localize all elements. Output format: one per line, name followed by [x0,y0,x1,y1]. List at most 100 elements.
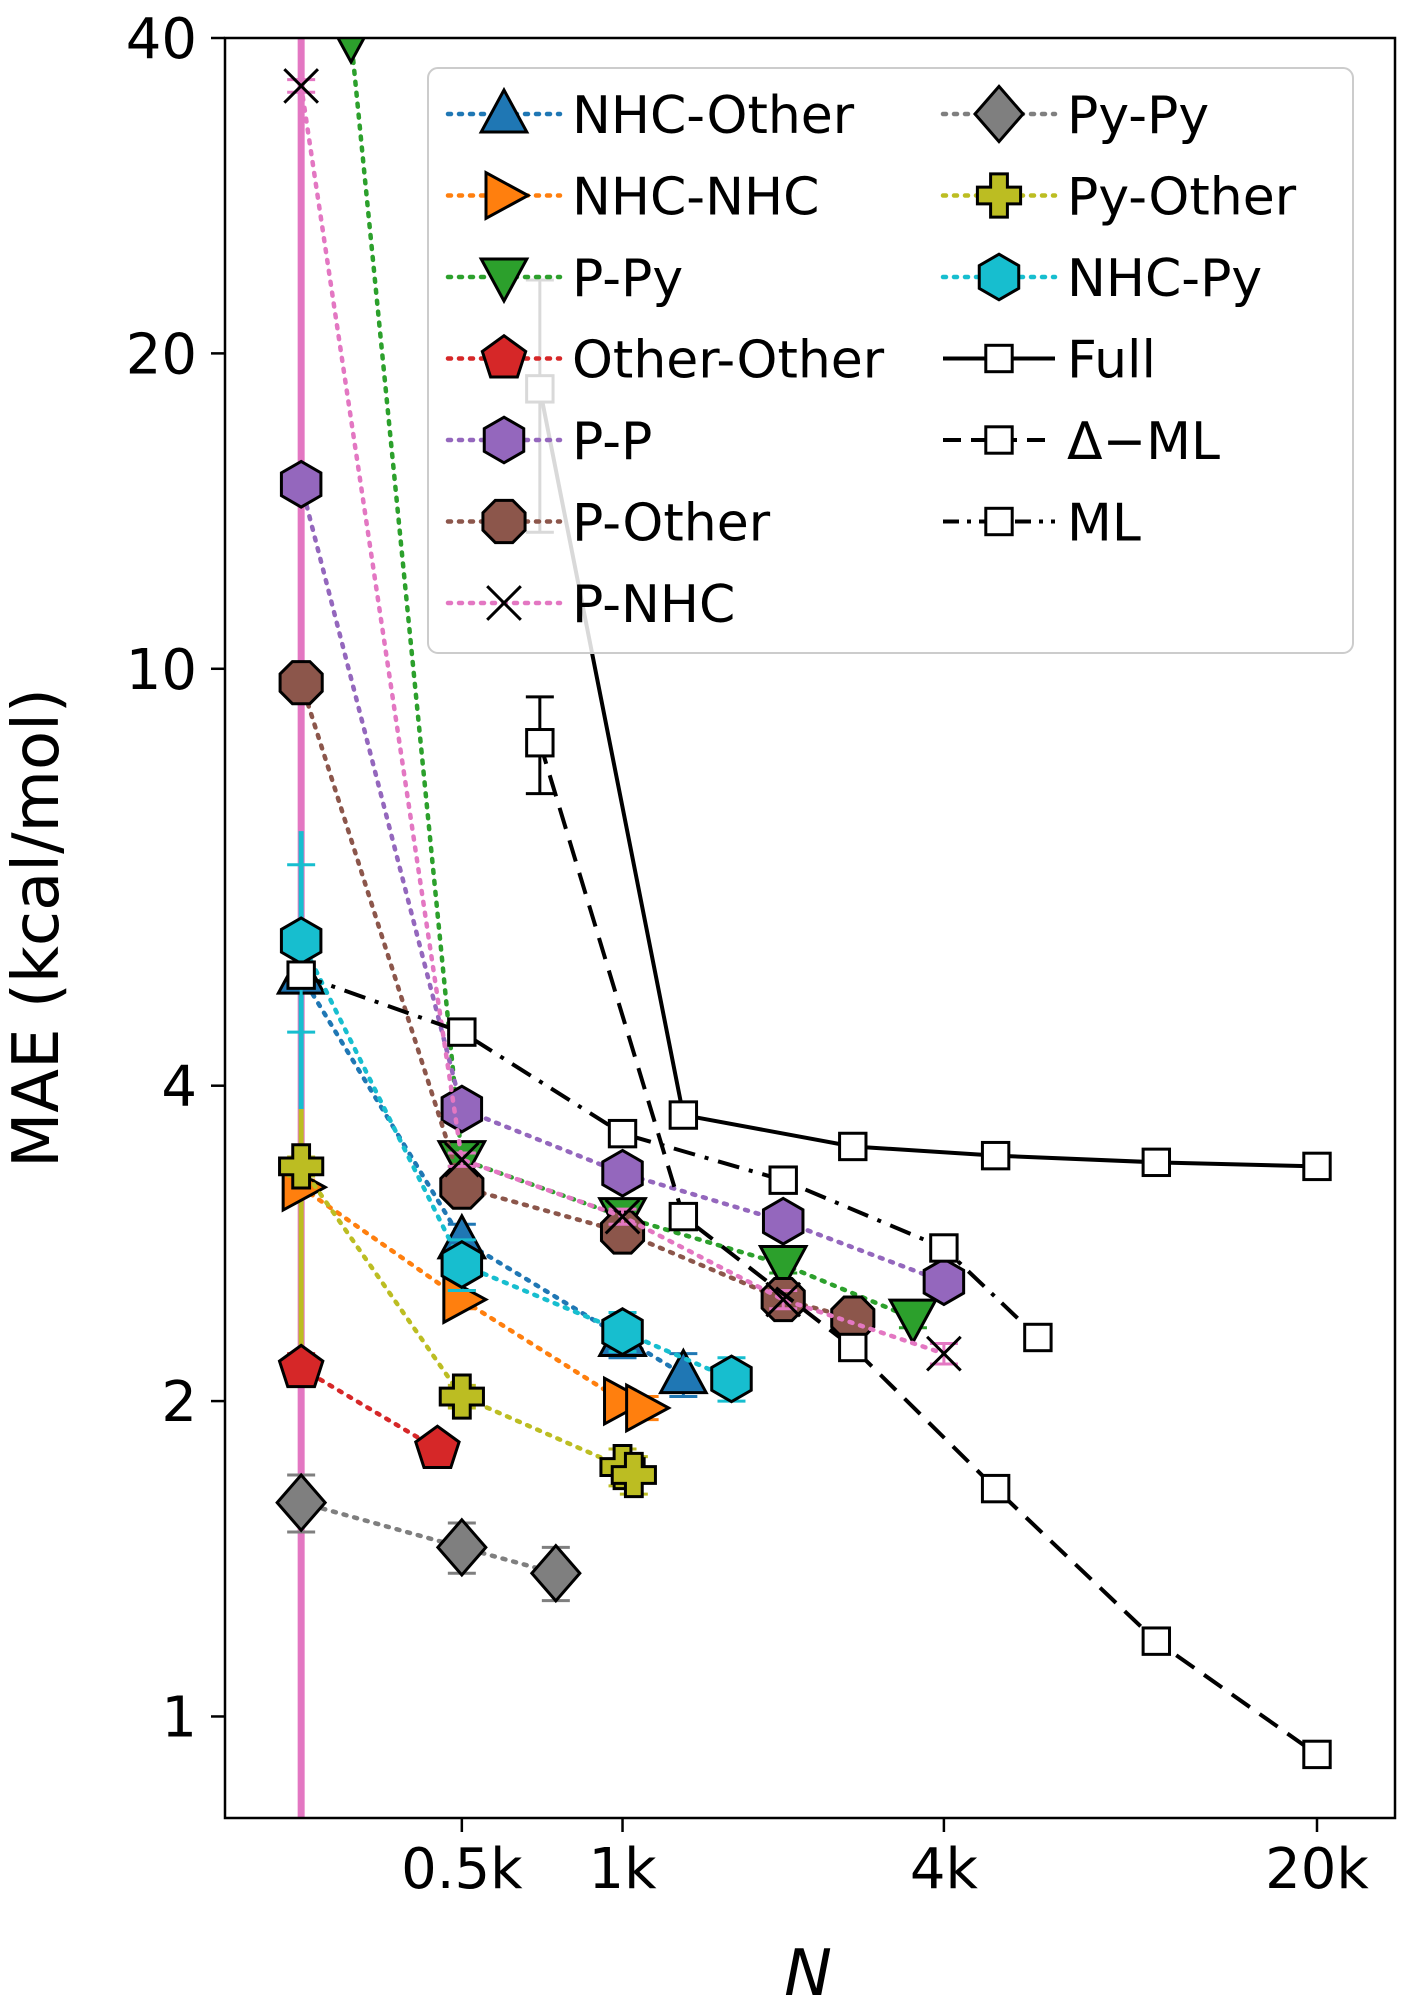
legend-marker-full [984,343,1014,374]
legend-label-ml: ML [1067,494,1141,554]
data-point-ml [607,1118,638,1149]
series-p-nhc [283,68,962,1372]
data-point-nhc-nhc [625,1382,672,1434]
series-line-full [537,388,1318,1169]
data-point-p-nhc [926,1335,962,1372]
series-line-other-other [298,1365,440,1452]
legend-label-p-other: P-Other [572,494,771,554]
legend-label-p-p: P-P [572,412,652,472]
y-axis-label: MAE (kcal/mol) [0,688,74,1168]
legend-entry-delta-ml: Δ−ML [943,412,1220,472]
data-point-p-other [278,660,324,706]
data-point-p-nhc [443,1141,480,1178]
data-point-nhc-py [440,1239,484,1290]
data-point-other-other [413,1424,461,1469]
legend-marker-p-nhc [486,585,522,621]
series-line-nhc-py [298,938,734,1382]
legend-entry-p-py: P-Py [445,249,683,309]
data-point-p-py [336,38,366,66]
data-point-ml [447,1017,477,1047]
legend-entry-p-other: P-Other [445,494,771,554]
legend-marker-nhc-py [977,252,1021,302]
data-point-delta-ml [838,1332,868,1363]
legend-label-p-py: P-Py [572,249,683,309]
y-tick-label: 40 [126,7,197,72]
data-point-nhc-other [658,1347,709,1395]
series-line-delta-ml [537,742,1319,1757]
data-point-p-p [601,1148,644,1198]
series-ml [286,960,1053,1353]
series-other-other [277,1343,461,1469]
legend-label-other-other: Other-Other [572,331,885,391]
y-tick-label: 2 [161,1370,197,1435]
data-point-py-other [278,1143,325,1190]
data-point-delta-ml [668,1201,699,1232]
data-point-py-other [610,1451,657,1499]
legend-entry-full: Full [943,331,1156,391]
legend-marker-p-p [482,415,526,465]
data-point-py-other [438,1373,485,1420]
y-tick-label: 1 [161,1685,197,1750]
legend-label-p-nhc: P-NHC [572,575,735,635]
data-point-py-py [435,1517,488,1578]
data-point-delta-ml [980,1473,1011,1504]
data-point-p-nhc [604,1198,641,1235]
data-point-py-py [529,1543,582,1604]
data-point-nhc-py [710,1354,753,1404]
legend-label-delta-ml: Δ−ML [1067,412,1220,472]
y-tick-label: 10 [126,638,197,703]
data-point-p-p [440,1084,484,1134]
legend-frame [427,67,1354,654]
legend-marker-delta-ml [984,425,1014,455]
data-point-ml [768,1165,798,1195]
legend-label-nhc-other: NHC-Other [572,86,855,146]
legend-marker-other-other [480,333,528,379]
data-point-p-nhc [283,68,320,104]
series-nhc-py [279,863,753,1404]
series-py-other [278,1143,657,1499]
data-point-ml [929,1233,959,1263]
legend-entry-py-other: Py-Other [940,168,1297,228]
x-tick-label: 0.5k [401,1837,523,1902]
legend-entry-other-other: Other-Other [445,331,885,391]
data-point-delta-ml [525,728,555,758]
data-point-full [1302,1151,1332,1182]
legend-marker-ml [984,506,1014,537]
data-point-full [838,1131,868,1162]
series-line-nhc-other [298,972,686,1377]
legend-entry-p-p: P-P [445,412,652,472]
legend-entry-ml: ML [943,494,1141,554]
legend-marker-p-py [478,257,530,305]
data-point-full [668,1100,699,1130]
y-tick-label: 20 [126,322,197,387]
x-tick-label: 4k [910,1837,979,1902]
data-point-p-p [279,459,323,509]
data-point-delta-ml [1141,1626,1172,1656]
legend-label-py-py: Py-Py [1067,86,1209,146]
series-py-py [275,1472,582,1604]
plot-frame [223,36,1397,1820]
legend-label-nhc-py: NHC-Py [1067,249,1262,309]
data-point-ml [1023,1322,1053,1353]
series-nhc-nhc [281,1161,672,1434]
data-point-p-p [761,1196,805,1246]
legend-marker-nhc-other [478,86,530,134]
legend-marker-py-py [973,84,1025,144]
legend-marker-py-other [975,172,1023,219]
legend-marker-nhc-nhc [484,170,532,221]
data-point-nhc-nhc [442,1274,489,1325]
data-point-p-py [887,1298,939,1346]
axes: 0.5k 1k 4k 20k 1 2 4 10 20 40 [126,7,1370,1902]
x-tick-label: 1k [588,1837,657,1902]
data-point-ml [286,960,316,990]
legend: NHC-Other NHC-NHC P-Py Other-Other P-P P-Othe… [427,67,1354,654]
data-point-nhc-py [601,1307,644,1357]
data-point-p-nhc [765,1281,802,1318]
x-tick-label: 20k [1265,1837,1369,1902]
legend-entry-py-py: Py-Py [940,84,1209,146]
data-point-p-other [439,1164,485,1210]
data-point-p-py [757,1245,809,1292]
series-line-ml [300,973,1040,1339]
legend-label-full: Full [1067,331,1156,391]
